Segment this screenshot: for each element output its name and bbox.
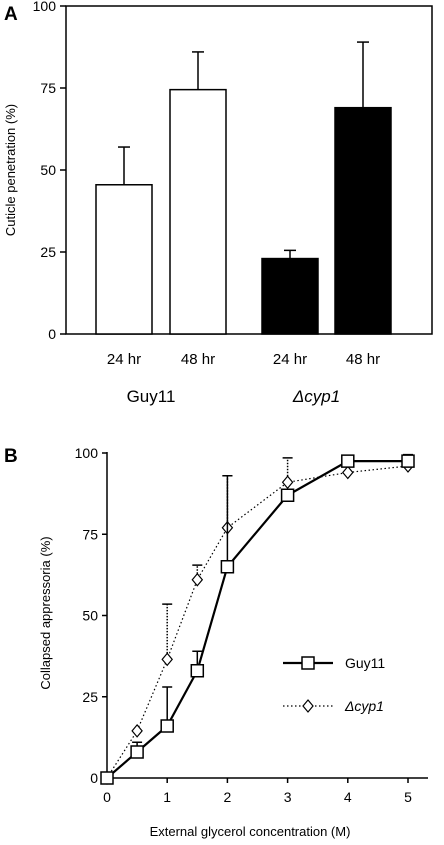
panel-b-y-axis-label: Collapsed appressoria (%) — [38, 536, 53, 689]
category-label: 24 hr — [273, 351, 307, 368]
panel-b: B 0 25 50 75 100 0 1 2 3 4 5 Guy11 Δcyp1 Collapsed… — [4, 445, 428, 839]
y-tick-label: 25 — [40, 244, 56, 260]
panel-b-series — [100, 453, 415, 785]
y-tick-label: 0 — [90, 770, 98, 786]
bar — [334, 106, 392, 335]
y-tick-label: 75 — [82, 526, 98, 542]
x-tick-label: 1 — [163, 789, 171, 805]
data-point — [161, 652, 173, 667]
x-tick-label: 4 — [344, 789, 352, 805]
panel-a-letter: A — [4, 4, 18, 25]
data-point — [100, 771, 114, 785]
panel-a-group-labels: Guy11 Δcyp1 — [127, 387, 341, 406]
panel-b-y-axis: 0 25 50 75 100 — [75, 445, 107, 786]
data-point — [220, 560, 235, 574]
y-tick-label: 0 — [48, 326, 56, 342]
data-point — [191, 572, 204, 587]
legend-swatch-marker — [302, 699, 314, 713]
y-tick-label: 50 — [82, 608, 98, 624]
data-point — [130, 745, 144, 759]
legend-label: Δcyp1 — [344, 698, 384, 714]
legend-swatch-marker — [301, 656, 315, 670]
panel-b-x-axis: 0 1 2 3 4 5 — [103, 778, 412, 805]
series-line — [106, 465, 409, 779]
bar — [261, 257, 319, 335]
x-tick-label: 2 — [224, 789, 232, 805]
data-point — [341, 454, 355, 468]
panel-a-y-axis-label: Cuticle penetration (%) — [3, 104, 18, 236]
data-point — [401, 454, 415, 468]
x-tick-label: 0 — [103, 789, 111, 805]
panel-a: A 0 25 50 75 100 24 hr 48 hr 24 hr 48 hr Guy11 Δ… — [3, 0, 433, 406]
legend-label: Guy11 — [345, 655, 385, 671]
bar — [95, 184, 153, 335]
category-label: 48 hr — [181, 351, 215, 368]
panel-b-legend: Guy11 Δcyp1 — [283, 655, 385, 714]
data-point — [281, 475, 294, 490]
data-point — [280, 488, 295, 502]
series-guy11 — [100, 453, 415, 785]
group-label: Guy11 — [127, 387, 176, 406]
data-point — [160, 719, 174, 733]
x-tick-label: 3 — [284, 789, 292, 805]
x-tick-label: 5 — [404, 789, 412, 805]
category-label: 24 hr — [107, 351, 141, 368]
series-cyp1 — [101, 457, 414, 785]
panel-b-x-axis-label: External glycerol concentration (M) — [150, 824, 351, 839]
series-line — [106, 460, 408, 779]
y-tick-label: 25 — [82, 689, 98, 705]
data-point — [131, 723, 143, 738]
y-tick-label: 100 — [33, 0, 57, 14]
data-point — [190, 664, 205, 678]
category-label: 48 hr — [346, 351, 380, 368]
panel-a-category-labels: 24 hr 48 hr 24 hr 48 hr — [107, 351, 380, 368]
y-tick-label: 100 — [75, 445, 99, 461]
data-point — [342, 465, 354, 480]
panel-a-y-axis: 0 25 50 75 100 — [33, 0, 66, 342]
y-tick-label: 50 — [40, 162, 56, 178]
panel-b-letter: B — [4, 446, 18, 467]
bar — [169, 88, 227, 335]
group-label: Δcyp1 — [292, 387, 340, 406]
y-tick-label: 75 — [40, 80, 56, 96]
panel-a-bars — [95, 41, 392, 335]
